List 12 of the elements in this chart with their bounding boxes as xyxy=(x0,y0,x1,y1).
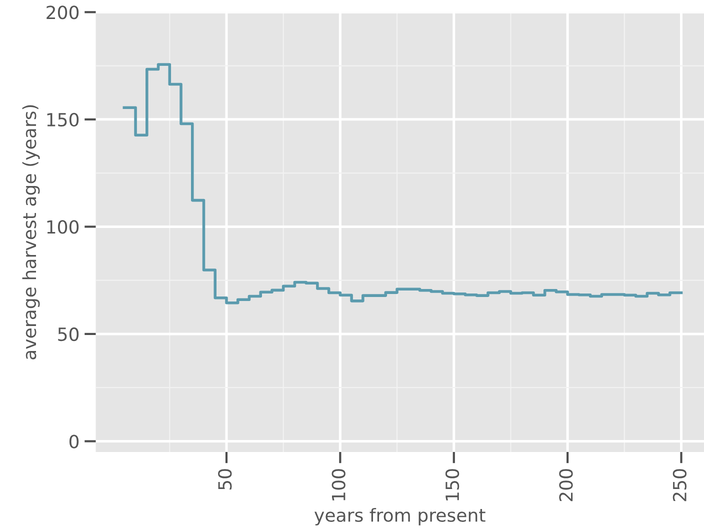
x-tick-label: 150 xyxy=(445,469,460,500)
x-tick-label: 50 xyxy=(218,469,232,490)
y-tick-label: 200 xyxy=(46,6,79,20)
y-tick-label: 150 xyxy=(47,112,79,127)
y-tick-label: 50 xyxy=(58,327,79,342)
x-axis-title: years from present xyxy=(314,508,486,526)
x-tick-label: 200 xyxy=(559,469,573,502)
x-tick-label: 100 xyxy=(332,469,346,500)
x-tick-label: 250 xyxy=(672,469,686,502)
y-axis-title: average harvest age (years) xyxy=(22,105,40,360)
y-tick-label: 100 xyxy=(47,220,79,234)
y-tick-label: 0 xyxy=(69,434,79,448)
